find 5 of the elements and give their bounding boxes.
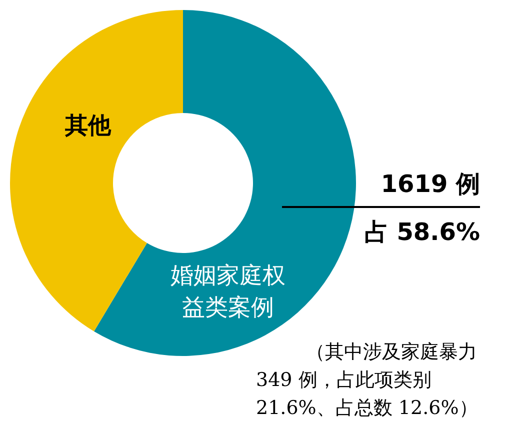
text: 1619 例 [380,169,480,200]
text: 占 58.6% [364,217,480,248]
text: （其中涉及家庭暴力 349 例，占此项类别 21.6%、占总数 12.6%） [256,340,479,421]
slice-label: 其他 [64,112,112,141]
slice-label: 婚姻家庭权益类案例 [170,262,286,323]
